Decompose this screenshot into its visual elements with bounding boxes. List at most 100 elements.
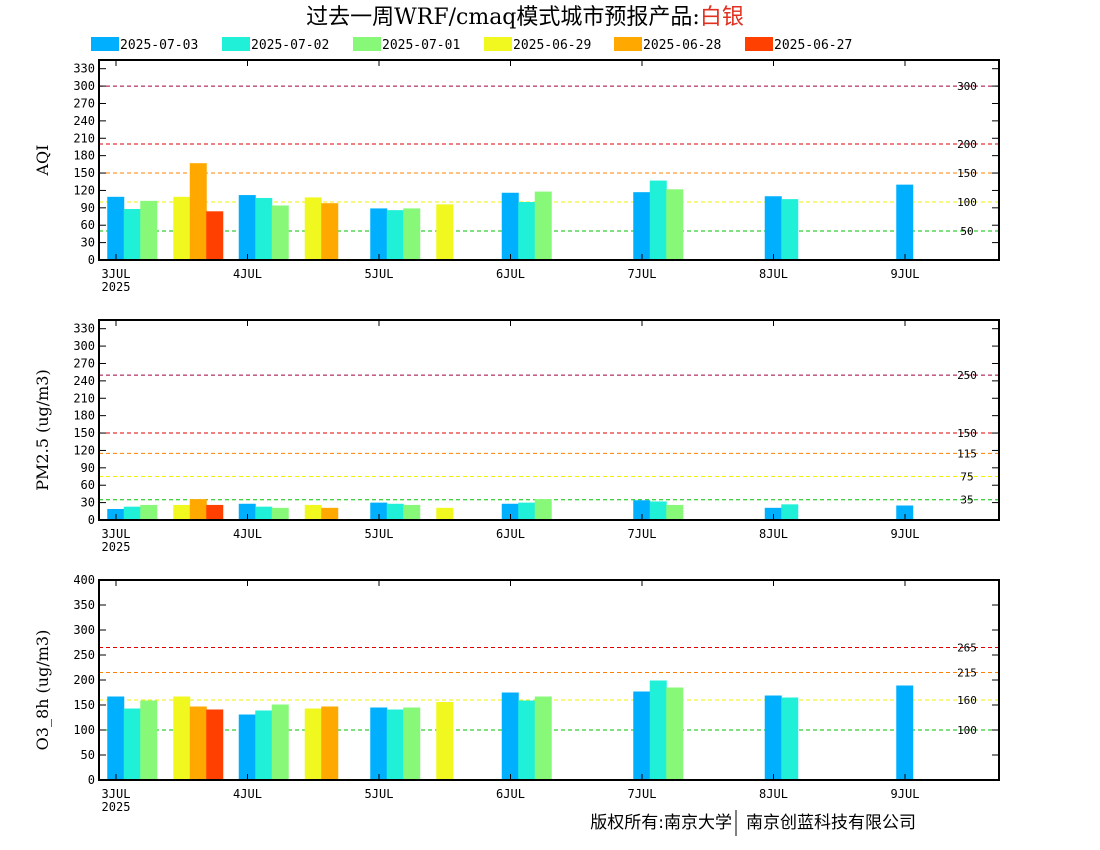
bar: [666, 504, 684, 520]
threshold-label: 100: [957, 724, 977, 737]
threshold-label: 215: [957, 667, 977, 680]
bar: [436, 507, 454, 520]
threshold-label: 150: [957, 167, 977, 180]
bar: [189, 163, 207, 260]
y-tick-label: 60: [81, 478, 95, 492]
y-tick-label: 120: [73, 443, 95, 457]
x-tick-label: 3JUL: [102, 527, 131, 541]
bar: [304, 197, 322, 260]
bar: [189, 499, 207, 520]
y-tick-label: 0: [88, 773, 95, 787]
x-tick-label: 7JUL: [628, 527, 657, 541]
bar: [189, 706, 207, 780]
threshold-label: 100: [957, 196, 977, 209]
bar: [518, 502, 536, 520]
legend-swatch: [484, 37, 512, 51]
legend-item: 2025-07-03: [91, 37, 198, 53]
y-tick-label: 300: [73, 339, 95, 353]
y-tick-label: 60: [81, 218, 95, 232]
legend-item: 2025-06-27: [745, 37, 852, 53]
chart-title-main: 过去一周WRF/cmaq模式城市预报产品:: [306, 5, 700, 30]
x-tick-label: 8JUL: [759, 267, 788, 281]
legend-item: 2025-07-02: [222, 37, 329, 53]
bar: [764, 695, 782, 780]
chart-panels: 3002001501005003060901201501802102402703…: [33, 59, 1000, 814]
x-tick-label: 4JUL: [233, 787, 262, 801]
bar: [386, 503, 404, 520]
bar: [666, 687, 684, 780]
y-axis-title: O3_8h (ug/m3): [33, 630, 52, 751]
x-tick-year-label: 2025: [102, 800, 131, 814]
legend-item: 2025-06-29: [484, 37, 591, 53]
y-tick-label: 30: [81, 236, 95, 250]
bar: [206, 211, 224, 260]
bar: [501, 692, 519, 780]
bar: [206, 709, 224, 780]
threshold-label: 160: [957, 694, 977, 707]
legend-label: 2025-07-03: [120, 38, 198, 53]
bar: [403, 504, 421, 520]
footer-right-text: 南京创蓝科技有限公司: [746, 813, 916, 833]
bar: [238, 195, 256, 260]
x-tick-label: 3JUL: [102, 267, 131, 281]
legend-swatch: [91, 37, 119, 51]
y-axis-title: AQI: [33, 145, 52, 177]
bar: [304, 504, 322, 520]
y-tick-label: 120: [73, 183, 95, 197]
threshold-label: 265: [957, 642, 977, 655]
x-tick-label: 4JUL: [233, 267, 262, 281]
bar: [304, 708, 322, 780]
legend-swatch: [222, 37, 250, 51]
bar: [649, 501, 667, 520]
bar: [107, 196, 125, 260]
legend-swatch: [353, 37, 381, 51]
bar: [896, 184, 914, 260]
bar: [764, 507, 782, 520]
bar: [321, 706, 339, 780]
y-tick-label: 300: [73, 79, 95, 93]
y-tick-label: 180: [73, 149, 95, 163]
bar: [386, 709, 404, 780]
bar: [140, 700, 158, 780]
x-tick-label: 5JUL: [365, 527, 394, 541]
bar: [501, 192, 519, 260]
bar: [255, 506, 273, 520]
threshold-label: 300: [957, 80, 977, 93]
bar: [140, 200, 158, 260]
bar: [140, 504, 158, 520]
legend-item: 2025-07-01: [353, 37, 460, 53]
bar: [255, 197, 273, 260]
plot-frame: [98, 59, 1000, 261]
footer: 版权所有:南京大学 南京创蓝科技有限公司: [590, 810, 916, 836]
plot-frame: [98, 319, 1000, 521]
panel-2: 250 150 115 75 35 0 30 60 90 120 150 180 210 240 270 30…: [33, 319, 1000, 554]
threshold-label: 115: [957, 447, 977, 460]
x-tick-year-label: 2025: [102, 540, 131, 554]
bar: [436, 204, 454, 260]
y-tick-label: 150: [73, 698, 95, 712]
bar: [271, 507, 289, 520]
bar: [649, 180, 667, 260]
bar: [321, 507, 339, 520]
x-tick-label: 8JUL: [759, 527, 788, 541]
y-tick-label: 400: [73, 573, 95, 587]
bar: [370, 208, 388, 260]
y-tick-label: 0: [88, 513, 95, 527]
x-tick-label: 9JUL: [891, 787, 920, 801]
bar: [271, 704, 289, 780]
y-tick-label: 210: [73, 131, 95, 145]
y-tick-label: 0: [88, 253, 95, 267]
bar: [123, 708, 141, 780]
y-tick-label: 300: [73, 623, 95, 637]
y-tick-label: 350: [73, 598, 95, 612]
threshold-label: 35: [960, 494, 973, 507]
bar: [781, 697, 799, 780]
bar: [271, 205, 289, 260]
x-tick-label: 4JUL: [233, 527, 262, 541]
bar: [518, 202, 536, 260]
bar: [206, 504, 224, 520]
bar: [238, 503, 256, 520]
x-tick-label: 5JUL: [365, 267, 394, 281]
bar: [764, 196, 782, 260]
